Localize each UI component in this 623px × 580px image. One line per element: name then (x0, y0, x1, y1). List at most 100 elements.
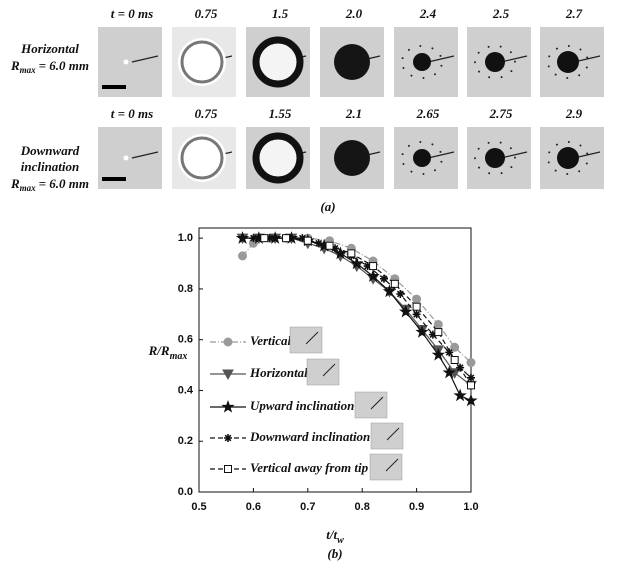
bubble (413, 53, 431, 71)
splatter (513, 156, 516, 159)
splatter (401, 153, 404, 156)
legend-label: Vertical away from tip (250, 460, 369, 475)
x-tick-label: 0.7 (300, 501, 315, 513)
legend-marker (223, 337, 233, 347)
marker (347, 249, 356, 258)
marker (260, 234, 269, 243)
x-label: t/t (326, 527, 337, 542)
splatter (410, 74, 413, 77)
marker (333, 246, 348, 260)
time-label: 2.75 (489, 106, 513, 121)
time-label: 2.65 (416, 106, 440, 121)
time-label: 2.7 (565, 6, 583, 21)
y-tick-label: 0.0 (178, 486, 193, 498)
needle (427, 151, 455, 159)
scale-bar (102, 177, 126, 181)
spark (123, 59, 129, 65)
marker (382, 284, 397, 298)
y-axis-label: R/Rmax (148, 343, 188, 362)
marker (467, 373, 475, 382)
y-tick-label: 1.0 (178, 232, 193, 244)
row-label: Downward (20, 143, 80, 158)
marker (265, 234, 274, 243)
x-tick-label: 0.8 (355, 501, 370, 513)
splatter (585, 162, 588, 165)
x-tick-label: 0.6 (246, 501, 261, 513)
marker (303, 236, 312, 245)
splatter (407, 48, 410, 51)
splatter (440, 64, 443, 67)
marker (331, 244, 339, 253)
time-label: 1.55 (269, 106, 292, 121)
spark (123, 155, 129, 161)
panel-a-caption: (a) (320, 199, 335, 214)
legend-inset-needle (385, 458, 399, 472)
time-label: t = 0 ms (111, 6, 153, 21)
marker (369, 262, 378, 271)
ring (252, 132, 304, 184)
splatter (440, 160, 443, 163)
splatter (422, 172, 425, 175)
row-label: inclination (21, 159, 80, 174)
marker (298, 234, 307, 243)
splatter (433, 169, 436, 172)
legend-label: Upward inclination (250, 398, 354, 413)
bubble (413, 149, 431, 167)
time-label: 2.0 (345, 6, 363, 21)
splatter (477, 147, 480, 150)
bubble (557, 51, 579, 73)
legend-inset-needle (370, 396, 384, 410)
legend-inset (370, 422, 404, 450)
time-label: 2.5 (492, 6, 510, 21)
x-tick-label: 0.5 (191, 501, 206, 513)
splatter (555, 143, 558, 146)
splatter (509, 147, 512, 150)
marker (464, 393, 478, 407)
marker (412, 310, 421, 319)
scale-bar (102, 85, 126, 89)
needle (131, 151, 159, 159)
legend-marker (221, 399, 235, 413)
splatter (488, 76, 491, 79)
splatter (407, 144, 410, 147)
splatter (578, 74, 581, 77)
row-label: Horizontal (20, 41, 79, 56)
marker (434, 328, 443, 337)
marker (390, 279, 399, 288)
legend-marker (224, 465, 232, 473)
marker (445, 348, 454, 357)
glow (178, 134, 226, 182)
legend-inset (354, 391, 388, 419)
time-label: 2.4 (419, 6, 437, 21)
splatter (439, 150, 442, 153)
legend-inset-needle (322, 363, 336, 377)
legend-label: Horizontal (249, 365, 308, 380)
splatter (579, 48, 582, 51)
splatter (433, 73, 436, 76)
marker (442, 365, 456, 379)
splatter (474, 61, 477, 64)
rmax-value: = 6.0 mm (39, 58, 89, 73)
rmax-value: = 6.0 mm (39, 176, 89, 191)
x-tick-label: 0.9 (409, 501, 424, 513)
splatter (402, 163, 405, 166)
marker (366, 269, 380, 282)
y-tick-label: 0.4 (178, 384, 194, 396)
splatter (402, 67, 405, 70)
marker (314, 239, 323, 248)
marker (428, 330, 437, 339)
splatter (586, 152, 589, 155)
splatter (439, 54, 442, 57)
y-tick-label: 0.8 (178, 283, 193, 295)
marker (282, 234, 291, 243)
ring (180, 136, 224, 180)
y-label: R/R (148, 343, 170, 358)
marker (249, 234, 258, 243)
marker (325, 241, 334, 250)
x-axis-label: t/tw (326, 527, 344, 546)
splatter (487, 45, 490, 48)
splatter (579, 144, 582, 147)
needle (131, 55, 159, 63)
splatter (509, 51, 512, 54)
marker (431, 347, 446, 361)
